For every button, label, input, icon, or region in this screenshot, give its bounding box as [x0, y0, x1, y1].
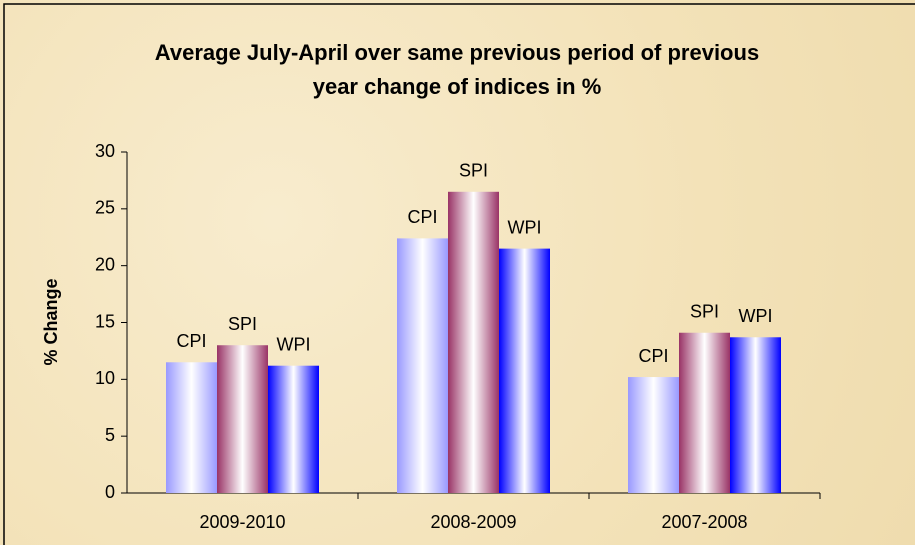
chart-title: Average July-April over same previous pe…	[154, 40, 760, 99]
data-label: SPI	[228, 314, 257, 334]
data-label: CPI	[176, 331, 206, 351]
x-tick-label: 2008-2009	[430, 512, 516, 532]
bar	[628, 377, 679, 493]
x-tick-label: 2007-2008	[661, 512, 747, 532]
bar	[730, 337, 781, 493]
bar	[679, 332, 730, 493]
y-tick-label: 20	[95, 254, 115, 274]
bar	[217, 345, 268, 493]
y-tick-label: 30	[95, 141, 115, 161]
data-label: CPI	[407, 207, 437, 227]
y-tick-label: 10	[95, 368, 115, 388]
data-label: SPI	[690, 301, 719, 321]
bar	[448, 191, 499, 494]
x-tick-label: 2009-2010	[199, 512, 285, 532]
bar	[166, 362, 217, 493]
y-tick-label: 25	[95, 198, 115, 218]
data-label: CPI	[638, 346, 668, 366]
frame	[3, 3, 915, 545]
y-axis-label: % Change	[41, 278, 61, 365]
bar	[397, 238, 448, 493]
data-label: WPI	[508, 217, 542, 237]
y-tick-label: 5	[105, 425, 115, 445]
data-label: SPI	[459, 161, 488, 181]
bar	[499, 248, 550, 493]
bar	[268, 365, 319, 493]
data-label: WPI	[277, 334, 311, 354]
y-tick-label: 0	[105, 482, 115, 502]
data-label: WPI	[739, 306, 773, 326]
y-tick-label: 15	[95, 311, 115, 331]
